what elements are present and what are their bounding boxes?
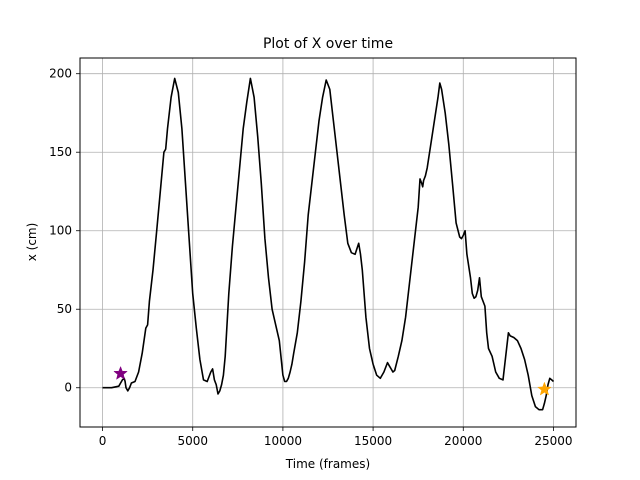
- x-tick-label: 20000: [444, 434, 482, 448]
- series-line: [102, 77, 555, 411]
- y-tick-label: 0: [64, 381, 72, 395]
- grid: [80, 58, 576, 427]
- x-axis-label: Time (frames): [285, 457, 370, 471]
- y-tick-label: 50: [57, 302, 72, 316]
- x-tick-label: 5000: [177, 434, 208, 448]
- plot-frame: [79, 57, 577, 428]
- y-tick-label: 100: [49, 224, 72, 238]
- chart-title: Plot of X over time: [263, 36, 393, 52]
- y-tick-label: 200: [49, 67, 72, 81]
- ticks: 0 5000 10000 15000 20000 25000 0 50 100 150 200: [49, 67, 572, 448]
- plot-area: [102, 77, 555, 411]
- x-tick-label: 0: [99, 434, 107, 448]
- end-star-marker: [537, 381, 552, 396]
- start-star-marker: [113, 365, 128, 380]
- y-axis-label: x (cm): [25, 223, 39, 262]
- x-tick-label: 15000: [354, 434, 392, 448]
- x-tick-label: 10000: [264, 434, 302, 448]
- x-tick-label: 25000: [534, 434, 572, 448]
- y-tick-label: 150: [49, 145, 72, 159]
